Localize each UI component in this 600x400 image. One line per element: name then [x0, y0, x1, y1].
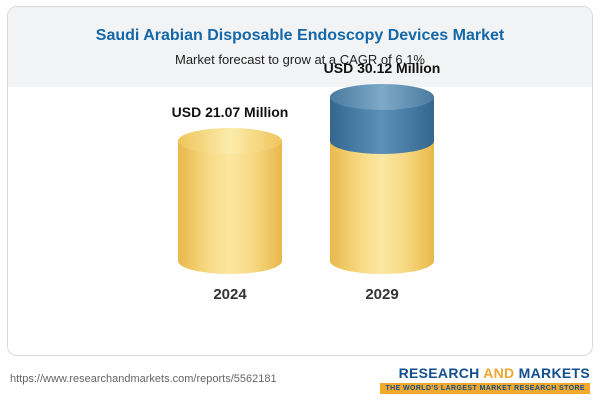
- logo-word-markets: MARKETS: [518, 364, 590, 381]
- cylinder-segment-base-2024: [178, 128, 282, 274]
- chart-header: Saudi Arabian Disposable Endoscopy Devic…: [8, 7, 592, 87]
- axis-label-2024: 2024: [213, 286, 247, 303]
- axis-label-2029: 2029: [365, 286, 399, 303]
- footer: https://www.researchandmarkets.com/repor…: [0, 358, 600, 400]
- chart-subtitle: Market forecast to grow at a CAGR of 6.1…: [175, 52, 425, 67]
- value-label-2029: USD 30.12 Million: [323, 60, 441, 76]
- value-label-2024: USD 21.07 Million: [171, 104, 289, 120]
- chart-title: Saudi Arabian Disposable Endoscopy Devic…: [95, 27, 505, 44]
- logo-tagline: THE WORLD'S LARGEST MARKET RESEARCH STOR…: [380, 382, 590, 394]
- chart-card: Saudi Arabian Disposable Endoscopy Devic…: [7, 6, 593, 356]
- cylinder-top-cap-2024: [178, 128, 282, 154]
- cylinder-top-cap-2029: [330, 84, 434, 110]
- cylinder-segment-base-2029: [330, 141, 434, 274]
- logo-word-research: RESEARCH: [398, 364, 480, 381]
- cylinder-2024: [178, 128, 282, 274]
- cylinder-2029: [330, 84, 434, 274]
- brand-logo: RESEARCH AND MARKETS THE WORLD'S LARGEST…: [380, 365, 590, 394]
- bar-group-2029: USD 30.12 Million 2029: [324, 60, 441, 303]
- logo-word-and: AND: [483, 364, 515, 381]
- logo-wordmark: RESEARCH AND MARKETS: [399, 365, 590, 381]
- cylinder-segment-growth-2029: [330, 84, 434, 154]
- report-url: https://www.researchandmarkets.com/repor…: [10, 373, 277, 385]
- cylinder-body-base-2029: [330, 141, 434, 274]
- cylinder-body-2024: [178, 141, 282, 274]
- bar-group-2024: USD 21.07 Million 2024: [172, 104, 289, 303]
